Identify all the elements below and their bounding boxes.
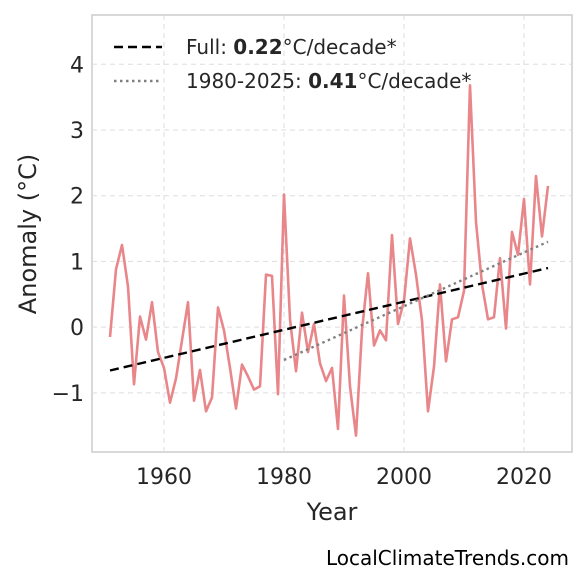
y-tick-label: 1 (70, 250, 84, 275)
legend-entry: 1980-2025: 0.41°C/decade* (186, 69, 471, 93)
anomaly-chart: 1960 1980 2000 2020 −1 0 1 2 3 4 Year Anomaly (°… (14, 14, 573, 526)
y-tick-labels: −1 0 1 2 3 4 (52, 53, 84, 407)
legend-value: 0.41 (308, 69, 357, 93)
y-tick-label: 0 (70, 316, 84, 341)
series-group (108, 84, 550, 437)
legend-suffix: °C/decade* (283, 35, 397, 59)
recent-trend-line (283, 240, 549, 362)
legend-suffix: °C/decade* (357, 69, 471, 93)
x-tick-label: 2000 (376, 465, 432, 490)
anomaly-series-line (108, 84, 550, 437)
x-tick-label: 1980 (256, 465, 312, 490)
x-tick-labels: 1960 1980 2000 2020 (136, 465, 552, 490)
x-tick-label: 2020 (496, 465, 552, 490)
grid (92, 15, 572, 452)
x-axis-title: Year (306, 498, 358, 526)
legend: Full: 0.22°C/decade*1980-2025: 0.41°C/de… (114, 35, 471, 93)
full-trend-line (109, 266, 549, 372)
y-tick-label: 2 (70, 185, 84, 210)
legend-prefix: 1980-2025: (186, 69, 308, 93)
y-tick-label: −1 (52, 382, 84, 407)
y-axis-title: Anomaly (°C) (14, 154, 42, 314)
legend-entry: Full: 0.22°C/decade* (186, 35, 397, 59)
y-tick-label: 3 (70, 119, 84, 144)
x-tick-label: 1960 (136, 465, 192, 490)
legend-prefix: Full: (186, 35, 233, 59)
legend-value: 0.22 (233, 35, 282, 59)
y-tick-label: 4 (70, 53, 84, 78)
attribution-text: LocalClimateTrends.com (325, 546, 569, 570)
